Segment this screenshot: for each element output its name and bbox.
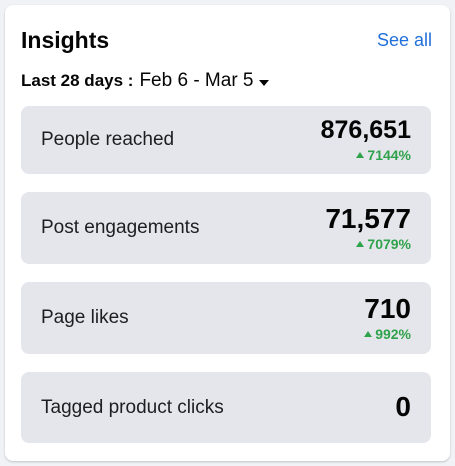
metric-value: 710 (364, 292, 411, 324)
date-range-value[interactable]: Feb 6 - Mar 5 (139, 70, 254, 91)
metric-label: Post engagements (41, 217, 200, 238)
metric-change-value: 7079% (367, 236, 411, 253)
metric-stats: 710 992% (364, 292, 411, 342)
metric-change-value: 7144% (367, 146, 411, 163)
metric-label: People reached (41, 129, 175, 150)
metric-stats: 876,651 7144% (321, 117, 411, 163)
metric-stats: 71,577 7079% (325, 202, 411, 253)
see-all-link[interactable]: See all (376, 30, 432, 50)
metric-tagged-product-clicks[interactable]: Tagged product clicks 0 (21, 372, 431, 443)
metric-stats: 0 (395, 391, 411, 423)
trend-up-icon (356, 241, 365, 248)
metric-value: 0 (395, 391, 411, 423)
metric-value: 71,577 (325, 202, 411, 234)
metric-change: 992% (364, 326, 411, 342)
date-range-label: Last 28 days : (21, 71, 134, 90)
trend-up-icon (356, 151, 365, 158)
metric-change-value: 992% (375, 326, 411, 343)
metric-post-engagements[interactable]: Post engagements 71,577 7079% (21, 192, 431, 264)
card-header: Insights See all (21, 27, 432, 54)
card-title: Insights (21, 27, 110, 53)
metric-change: 7144% (356, 147, 411, 163)
caret-down-icon[interactable] (258, 79, 269, 86)
metric-change: 7079% (356, 236, 411, 252)
insights-card: Insights See all Last 28 days : Feb 6 - … (5, 5, 450, 461)
metric-people-reached[interactable]: People reached 876,651 7144% (21, 106, 431, 174)
metric-value: 876,651 (320, 116, 411, 145)
date-range-selector[interactable]: Last 28 days : Feb 6 - Mar 5 (21, 70, 269, 92)
metric-label: Tagged product clicks (41, 396, 224, 418)
metric-label: Page likes (41, 307, 129, 328)
trend-up-icon (364, 331, 373, 338)
metric-page-likes[interactable]: Page likes 710 992% (21, 282, 431, 354)
